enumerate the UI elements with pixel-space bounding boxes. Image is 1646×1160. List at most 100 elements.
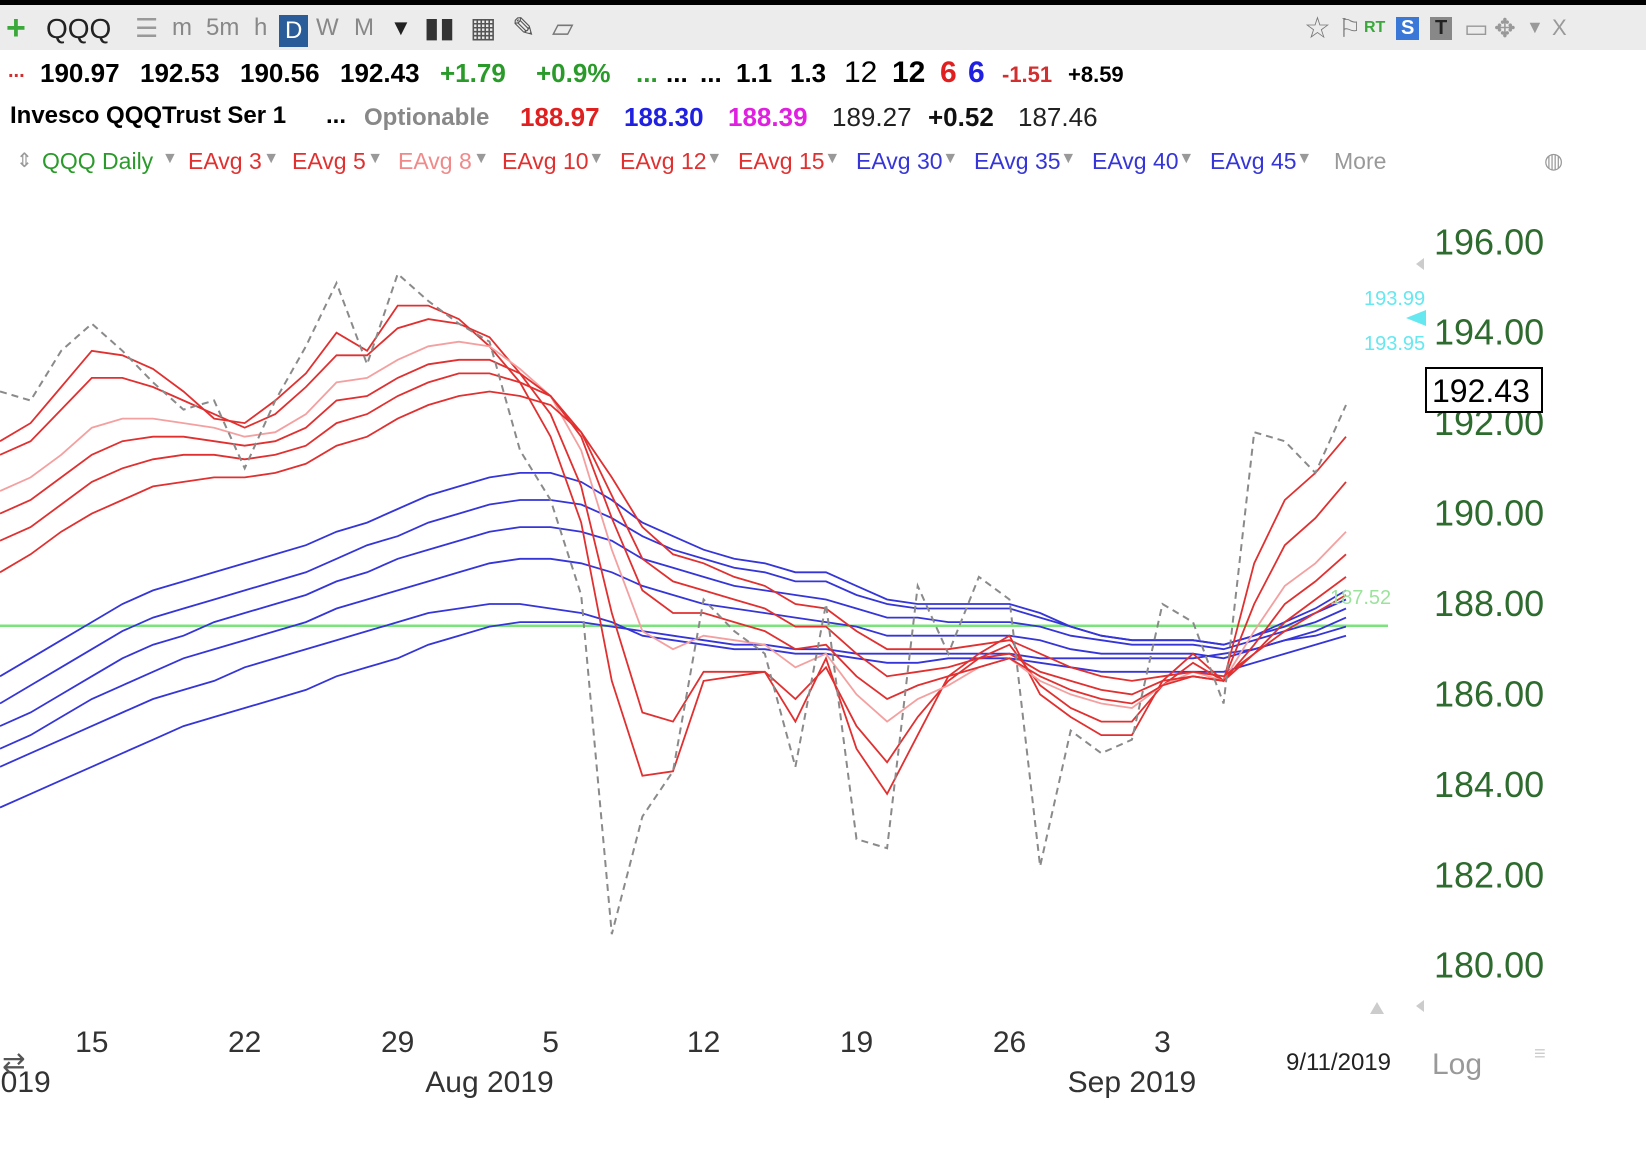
quote-v6: 6 bbox=[968, 56, 985, 89]
cyan-top-label: 193.99 bbox=[1364, 288, 1425, 310]
y-tick-label: 194.00 bbox=[1434, 312, 1544, 353]
quote-v2: 1.3 bbox=[790, 58, 827, 88]
rt-label[interactable]: RT bbox=[1364, 19, 1386, 36]
y-tick-label: 180.00 bbox=[1434, 945, 1544, 986]
timeframe-minute[interactable]: m bbox=[172, 14, 192, 41]
updown-icon[interactable]: ⇕ bbox=[16, 150, 33, 172]
timeframe-weekly[interactable]: W bbox=[316, 14, 339, 41]
timeframe-5minute[interactable]: 5m bbox=[206, 14, 240, 41]
scroll-up-icon[interactable] bbox=[1416, 258, 1424, 270]
cycle-icon[interactable]: ⇄ bbox=[2, 1046, 25, 1079]
legend-item-chevron-icon[interactable]: ▼ bbox=[942, 150, 959, 167]
list-icon[interactable]: ☰ bbox=[135, 13, 159, 43]
symbol-label[interactable]: QQQ bbox=[46, 13, 112, 44]
legend-item-chevron-icon[interactable]: ▼ bbox=[706, 150, 723, 167]
legend-main[interactable]: QQQ Daily bbox=[42, 148, 154, 174]
date-label: 9/11/2019 bbox=[1286, 1049, 1391, 1076]
menu-icon[interactable]: ≡ bbox=[1534, 1043, 1546, 1065]
legend-item-chevron-icon[interactable]: ▼ bbox=[263, 150, 280, 167]
tag-icon[interactable]: ▱ bbox=[552, 12, 574, 43]
legend-item-chevron-icon[interactable]: ▼ bbox=[473, 150, 490, 167]
legend-item-eavg-2[interactable]: EAvg 5 bbox=[292, 148, 366, 174]
x-tick-label: 22 bbox=[228, 1026, 261, 1059]
quote-high: 192.53 bbox=[140, 58, 220, 88]
legend-item-eavg-1[interactable]: EAvg 3 bbox=[188, 148, 262, 174]
info-row: Invesco QQQTrust Ser 1 ... Optionable 18… bbox=[0, 100, 1646, 140]
add-symbol-icon[interactable]: + bbox=[6, 9, 26, 47]
scroll-down-icon[interactable] bbox=[1416, 1000, 1424, 1012]
green-line-label: 187.52 bbox=[1330, 587, 1391, 609]
series-line-5 bbox=[0, 372, 1347, 696]
bar-chart-icon[interactable]: ▮▮ bbox=[424, 12, 455, 43]
legend-more[interactable]: More bbox=[1334, 148, 1387, 174]
month-label: 2019 bbox=[0, 1066, 51, 1099]
info-p5: +0.52 bbox=[928, 102, 994, 132]
y-tick-label: 190.00 bbox=[1434, 493, 1544, 534]
grid-icon[interactable]: ▦ bbox=[470, 12, 497, 43]
series-line-6 bbox=[0, 390, 1347, 682]
chevron-down-small-icon[interactable]: ▼ bbox=[1526, 17, 1544, 37]
x-tick-label: 5 bbox=[542, 1026, 559, 1059]
legend-item-chevron-icon[interactable]: ▼ bbox=[367, 150, 384, 167]
series-line-11 bbox=[0, 603, 1347, 768]
chart-toolbar: + QQQ ☰ m 5m h D W M ▼ ▮▮ ▦ ✎ ▱ ☆ ⚐ RT S… bbox=[0, 0, 1646, 50]
quote-close: 192.43 bbox=[340, 58, 420, 88]
series-line-7 bbox=[0, 471, 1347, 678]
quote-v4: 12 bbox=[892, 56, 926, 89]
legend-item-eavg-7[interactable]: EAvg 30 bbox=[856, 148, 943, 174]
info-p3: 188.39 bbox=[728, 102, 808, 132]
legend-item-eavg-9[interactable]: EAvg 40 bbox=[1092, 148, 1179, 174]
legend-item-eavg-8[interactable]: EAvg 35 bbox=[974, 148, 1061, 174]
legend-item-eavg-5[interactable]: EAvg 12 bbox=[620, 148, 707, 174]
cyan-bottom-label: 193.95 bbox=[1364, 333, 1425, 355]
month-label: Aug 2019 bbox=[425, 1066, 553, 1099]
x-tick-label: 29 bbox=[381, 1026, 414, 1059]
log-toggle[interactable]: Log bbox=[1432, 1048, 1482, 1081]
series-line-1 bbox=[0, 304, 1347, 796]
series-line-3 bbox=[0, 340, 1347, 723]
last-price-label: 192.43 bbox=[1432, 373, 1530, 409]
info-p1: 188.97 bbox=[520, 102, 600, 132]
quote-change: +1.79 bbox=[440, 58, 506, 88]
t-button[interactable]: T bbox=[1430, 17, 1453, 40]
s-button[interactable]: S bbox=[1396, 17, 1420, 40]
timeframe-monthly[interactable]: M bbox=[354, 14, 374, 41]
legend-item-chevron-icon[interactable]: ▼ bbox=[1296, 150, 1313, 167]
legend-item-chevron-icon[interactable]: ▼ bbox=[588, 150, 605, 167]
pencil-icon[interactable]: ✎ bbox=[512, 12, 536, 43]
y-tick-label: 188.00 bbox=[1434, 583, 1544, 624]
quote-row: ... 190.97 192.53 190.56 192.43 +1.79 +0… bbox=[0, 56, 1646, 96]
legend-item-chevron-icon[interactable]: ▼ bbox=[1060, 150, 1077, 167]
y-tick-label: 196.00 bbox=[1434, 221, 1544, 262]
price-chart[interactable]: 196.00194.00192.00190.00188.00186.00184.… bbox=[0, 188, 1646, 1160]
flag-icon[interactable]: ⚐ bbox=[1338, 13, 1362, 43]
legend-item-chevron-icon[interactable]: ▼ bbox=[1178, 150, 1195, 167]
star-icon[interactable]: ☆ bbox=[1304, 12, 1331, 45]
quote-ellipsis-3: ... bbox=[700, 58, 722, 88]
timeframe-hour[interactable]: h bbox=[254, 14, 268, 41]
legend-item-eavg-4[interactable]: EAvg 10 bbox=[502, 148, 589, 174]
series-line-12 bbox=[0, 621, 1347, 809]
quote-v8: +8.59 bbox=[1068, 62, 1124, 87]
x-axis: 15 22 29 5 12 19 26 3 2019 Aug 2019 Sep 2019 bbox=[0, 1026, 1196, 1099]
triangle-up-icon[interactable] bbox=[1370, 1002, 1384, 1014]
quote-v5: 6 bbox=[940, 56, 957, 89]
palette-icon[interactable]: ◍ bbox=[1544, 148, 1564, 173]
info-p4: 189.27 bbox=[832, 102, 912, 132]
quote-ellipsis-1: ... bbox=[636, 58, 658, 88]
legend-item-chevron-icon[interactable]: ▼ bbox=[824, 150, 841, 167]
timeframe-daily[interactable]: D bbox=[279, 15, 309, 47]
close-icon[interactable]: X bbox=[1552, 15, 1567, 40]
window-icon[interactable]: ▭ bbox=[1464, 13, 1489, 43]
legend-item-eavg-3[interactable]: EAvg 8 bbox=[398, 148, 472, 174]
y-tick-label: 184.00 bbox=[1434, 764, 1544, 805]
move-icon[interactable]: ✥ bbox=[1494, 13, 1516, 43]
legend-item-eavg-10[interactable]: EAvg 45 bbox=[1210, 148, 1297, 174]
close-price-line bbox=[0, 272, 1347, 935]
series-lines bbox=[0, 272, 1388, 935]
info-ellipsis: ... bbox=[326, 102, 347, 129]
chevron-down-icon[interactable]: ▼ bbox=[390, 15, 412, 40]
series-line-8 bbox=[0, 499, 1347, 705]
legend-item-eavg-6[interactable]: EAvg 15 bbox=[738, 148, 825, 174]
legend-main-chevron-icon[interactable]: ▼ bbox=[162, 150, 178, 167]
